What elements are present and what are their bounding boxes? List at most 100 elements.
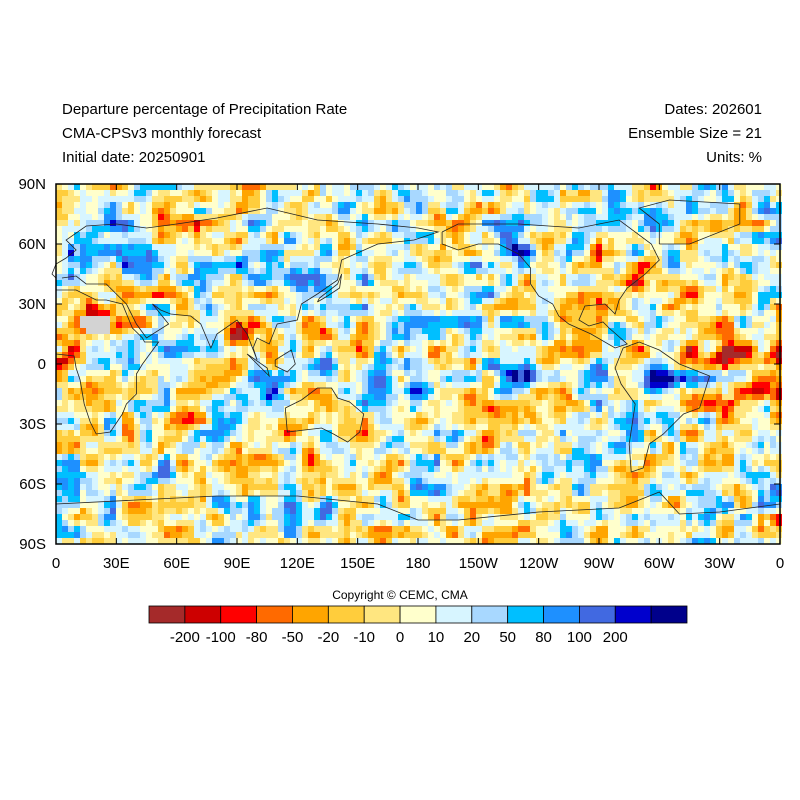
anomaly-cell xyxy=(290,196,296,202)
anomaly-cell xyxy=(392,244,398,250)
anomaly-cell xyxy=(776,376,782,382)
anomaly-cell xyxy=(656,334,662,340)
anomaly-cell xyxy=(134,394,140,400)
anomaly-cell xyxy=(104,400,110,406)
anomaly-cell xyxy=(368,226,374,232)
anomaly-cell xyxy=(158,358,164,364)
anomaly-cell xyxy=(722,298,728,304)
anomaly-cell xyxy=(662,424,668,430)
anomaly-cell xyxy=(500,220,506,226)
anomaly-cell xyxy=(176,364,182,370)
anomaly-cell xyxy=(176,358,182,364)
anomaly-cell xyxy=(272,418,278,424)
anomaly-cell xyxy=(662,364,668,370)
anomaly-cell xyxy=(290,418,296,424)
anomaly-cell xyxy=(308,352,314,358)
anomaly-cell xyxy=(644,184,650,190)
anomaly-cell xyxy=(140,214,146,220)
anomaly-cell xyxy=(416,418,422,424)
anomaly-cell xyxy=(560,220,566,226)
anomaly-cell xyxy=(218,340,224,346)
anomaly-cell xyxy=(488,358,494,364)
anomaly-cell xyxy=(650,346,656,352)
anomaly-cell xyxy=(236,400,242,406)
anomaly-cell xyxy=(644,346,650,352)
anomaly-cell xyxy=(662,214,668,220)
anomaly-cell xyxy=(644,370,650,376)
anomaly-cell xyxy=(296,244,302,250)
anomaly-cell xyxy=(308,268,314,274)
anomaly-cell xyxy=(458,316,464,322)
anomaly-cell xyxy=(164,184,170,190)
anomaly-cell xyxy=(698,238,704,244)
anomaly-cell xyxy=(752,214,758,220)
anomaly-cell xyxy=(272,208,278,214)
anomaly-cell xyxy=(734,184,740,190)
anomaly-cell xyxy=(104,256,110,262)
anomaly-cell xyxy=(170,364,176,370)
anomaly-cell xyxy=(56,340,62,346)
anomaly-cell xyxy=(260,412,266,418)
anomaly-cell xyxy=(152,310,158,316)
anomaly-cell xyxy=(374,358,380,364)
anomaly-cell xyxy=(164,400,170,406)
anomaly-cell xyxy=(770,328,776,334)
anomaly-cell xyxy=(284,382,290,388)
anomaly-cell xyxy=(386,424,392,430)
anomaly-cell xyxy=(446,370,452,376)
anomaly-cell xyxy=(146,214,152,220)
anomaly-cell xyxy=(500,424,506,430)
anomaly-cell xyxy=(428,292,434,298)
anomaly-cell xyxy=(572,346,578,352)
anomaly-cell xyxy=(692,268,698,274)
anomaly-cell xyxy=(410,262,416,268)
anomaly-cell xyxy=(626,280,632,286)
anomaly-cell xyxy=(620,202,626,208)
anomaly-cell xyxy=(248,226,254,232)
anomaly-cell xyxy=(464,274,470,280)
anomaly-cell xyxy=(56,376,62,382)
anomaly-cell xyxy=(740,292,746,298)
anomaly-cell xyxy=(320,412,326,418)
anomaly-cell xyxy=(356,322,362,328)
anomaly-cell xyxy=(572,322,578,328)
anomaly-cell xyxy=(452,226,458,232)
anomaly-cell xyxy=(158,430,164,436)
anomaly-cell xyxy=(554,394,560,400)
anomaly-cell xyxy=(500,196,506,202)
anomaly-cell xyxy=(194,220,200,226)
anomaly-cell xyxy=(512,424,518,430)
anomaly-cell xyxy=(368,322,374,328)
anomaly-cell xyxy=(110,346,116,352)
anomaly-cell xyxy=(68,262,74,268)
anomaly-cell xyxy=(728,388,734,394)
anomaly-cell xyxy=(248,238,254,244)
anomaly-cell xyxy=(332,250,338,256)
anomaly-cell xyxy=(368,208,374,214)
anomaly-cell xyxy=(224,232,230,238)
anomaly-cell xyxy=(308,382,314,388)
anomaly-cell xyxy=(632,334,638,340)
anomaly-cell xyxy=(104,352,110,358)
anomaly-cell xyxy=(518,226,524,232)
anomaly-cell xyxy=(62,364,68,370)
anomaly-cell xyxy=(692,274,698,280)
anomaly-cell xyxy=(734,262,740,268)
anomaly-cell xyxy=(536,286,542,292)
anomaly-cell xyxy=(206,262,212,268)
anomaly-cell xyxy=(254,262,260,268)
anomaly-cell xyxy=(524,304,530,310)
anomaly-cell xyxy=(230,358,236,364)
anomaly-cell xyxy=(662,358,668,364)
anomaly-cell xyxy=(482,328,488,334)
anomaly-cell xyxy=(86,394,92,400)
anomaly-cell xyxy=(194,274,200,280)
anomaly-cell xyxy=(80,340,86,346)
anomaly-cell xyxy=(212,310,218,316)
anomaly-cell xyxy=(578,364,584,370)
anomaly-cell xyxy=(452,220,458,226)
anomaly-cell xyxy=(86,412,92,418)
anomaly-cell xyxy=(536,376,542,382)
anomaly-cell xyxy=(710,202,716,208)
anomaly-cell xyxy=(368,274,374,280)
